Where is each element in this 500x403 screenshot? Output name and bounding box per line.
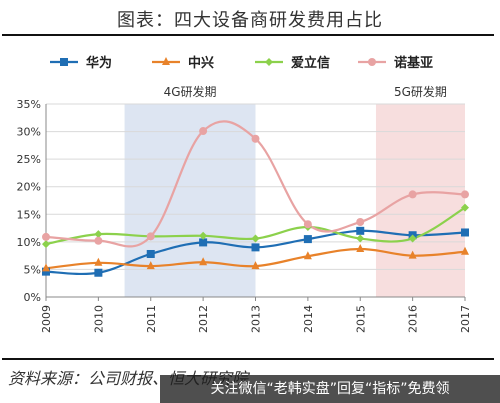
data-point: [199, 257, 208, 266]
x-tick-label: 2015: [354, 305, 367, 333]
y-tick-label: 20%: [17, 181, 41, 194]
data-point: [303, 251, 312, 260]
data-point: [461, 190, 469, 199]
data-point: [42, 267, 50, 276]
top-rule: [2, 34, 494, 36]
data-point: [461, 246, 469, 255]
data-point: [199, 238, 208, 247]
y-tick-label: 10%: [17, 236, 41, 249]
period-band: [124, 104, 256, 297]
data-point: [408, 190, 417, 199]
x-tick-label: 2010: [92, 305, 105, 333]
legend-marker: [60, 58, 68, 66]
y-tick-label: 30%: [17, 126, 41, 139]
period-label: 4G研发期: [164, 84, 217, 99]
data-point: [356, 234, 365, 243]
data-point: [356, 226, 365, 235]
data-point: [251, 243, 260, 252]
y-tick-label: 25%: [17, 153, 41, 166]
data-point: [94, 257, 103, 266]
data-point: [303, 235, 312, 244]
data-point: [356, 218, 365, 227]
x-tick-label: 2016: [407, 305, 420, 333]
shaded-periods: 4G研发期 5G研发期: [124, 84, 465, 297]
watermark-banner: 关注微信“老韩实盘”回复“指标”免费领: [160, 375, 500, 403]
y-tick-label: 35%: [17, 98, 41, 111]
chart-title: 图表：四大设备商研发费用占比: [117, 10, 383, 31]
legend-label: 华为: [86, 55, 112, 71]
data-point: [303, 220, 312, 229]
data-point: [408, 234, 417, 243]
x-tick-label: 2014: [302, 305, 315, 333]
x-tick-label: 2012: [197, 305, 210, 333]
series-line: [45, 120, 466, 248]
data-point: [42, 240, 50, 249]
legend-marker: [265, 58, 273, 66]
data-point: [146, 261, 155, 270]
data-point: [94, 268, 103, 277]
legend-marker: [162, 57, 170, 65]
data-point: [408, 250, 417, 259]
x-tick-label: 2017: [459, 305, 472, 333]
data-point: [42, 263, 50, 272]
legend-label: 诺基亚: [394, 55, 433, 71]
data-point: [251, 134, 260, 143]
data-point: [461, 228, 469, 237]
data-point: [94, 230, 103, 239]
data-point: [251, 234, 260, 243]
y-tick-labels: 0% 5% 10% 15% 20% 25% 30% 35%: [17, 98, 41, 304]
data-point: [94, 236, 103, 245]
legend-label: 爱立信: [291, 55, 330, 71]
series-markers: [42, 127, 469, 277]
x-tick-label: 2013: [250, 305, 263, 333]
period-band: [375, 104, 465, 297]
line-chart: 4G研发期 5G研发期 0%5%10%15%20%25%30%35% 2009 20…: [17, 55, 472, 333]
data-point: [251, 261, 260, 270]
y-tick-label: 15%: [17, 208, 41, 221]
period-label: 5G研发期: [394, 84, 447, 99]
data-point: [42, 232, 50, 241]
data-point: [356, 244, 365, 253]
data-point: [199, 231, 208, 240]
x-tick-label: 2011: [145, 305, 158, 333]
y-tick-label: 5%: [24, 263, 41, 276]
legend-marker: [368, 58, 376, 66]
bottom-rule: [2, 358, 494, 360]
data-point: [146, 232, 155, 241]
data-point: [461, 203, 469, 212]
data-point: [199, 127, 208, 136]
x-tick-labels: 2009 2010 2011 2012 2013 2014 2015 2016 2017: [40, 297, 472, 333]
y-tick-label: 0%: [24, 291, 41, 304]
legend: 华为 中兴 爱立信 诺基亚: [50, 55, 433, 71]
x-tick-label: 2009: [40, 305, 53, 333]
data-point: [146, 249, 155, 258]
legend-label: 中兴: [188, 55, 214, 71]
